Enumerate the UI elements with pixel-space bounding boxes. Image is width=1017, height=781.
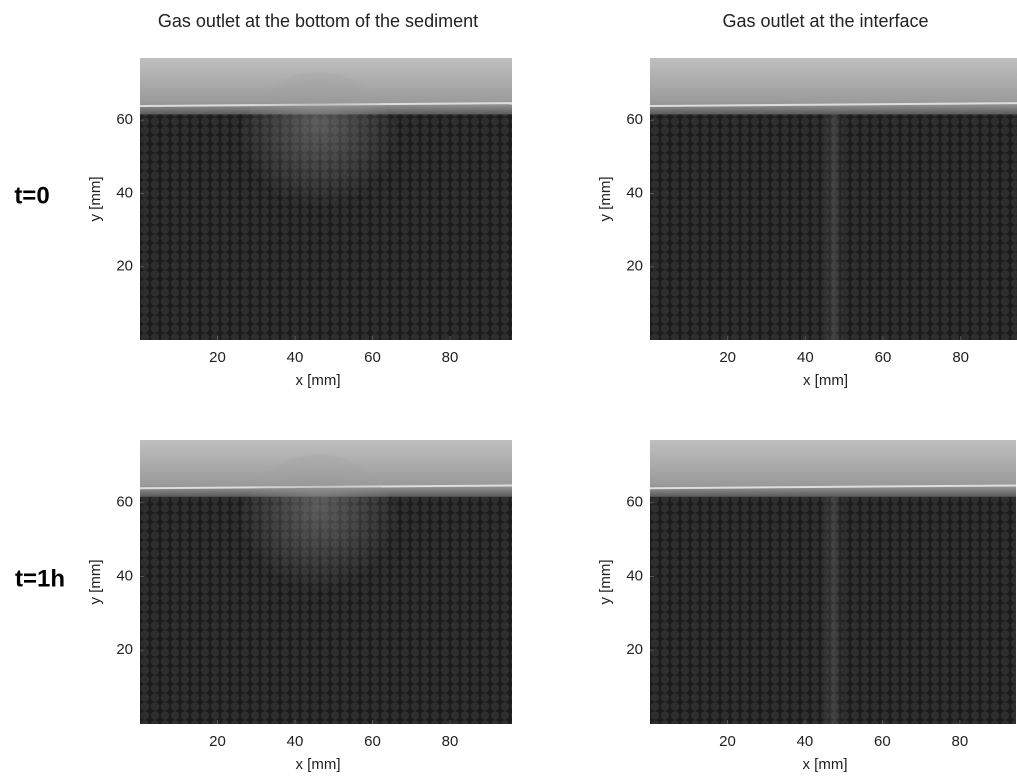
x-axis-label: x [mm] [803,756,848,773]
x-tick-label: 20 [719,349,736,366]
panel-title: Gas outlet at the interface [722,11,928,31]
y-tick-label: 40 [116,184,133,201]
y-tick-label: 20 [116,258,133,275]
y-tick-label: 20 [626,641,643,658]
gas-plume [236,72,401,242]
gas-channel [822,114,845,341]
photo [139,58,513,340]
y-tick-label: 20 [626,258,643,275]
x-tick-label: 60 [874,733,891,750]
photo [139,440,513,724]
x-tick-label: 40 [797,349,814,366]
y-tick-label: 40 [626,184,643,201]
x-axis-label: x [mm] [803,372,848,389]
x-axis-label: x [mm] [296,756,341,773]
x-axis-label: x [mm] [296,372,341,389]
row-label: t=1h [15,565,65,592]
gas-plume [236,454,401,625]
x-tick-label: 60 [364,349,381,366]
y-tick-label: 60 [626,494,643,511]
x-tick-label: 60 [875,349,892,366]
panel-title: Gas outlet at the bottom of the sediment [158,11,478,31]
y-tick-label: 60 [626,111,643,128]
y-axis-label: y [mm] [597,560,614,605]
x-tick-label: 80 [951,733,968,750]
x-tick-label: 20 [719,733,736,750]
x-tick-label: 40 [287,733,304,750]
photo [649,440,1017,724]
x-tick-label: 40 [797,733,814,750]
y-axis-label: y [mm] [87,177,104,222]
photo [649,58,1017,341]
y-tick-label: 40 [626,567,643,584]
y-axis-label: y [mm] [87,560,104,605]
gas-channel [822,496,844,724]
y-tick-label: 60 [116,494,133,511]
x-tick-label: 60 [364,733,381,750]
x-tick-label: 80 [952,349,969,366]
y-axis-label: y [mm] [597,177,614,222]
y-tick-label: 20 [116,641,133,658]
x-tick-label: 80 [442,733,459,750]
x-tick-label: 40 [287,349,304,366]
y-tick-label: 60 [116,111,133,128]
x-tick-label: 20 [209,733,226,750]
water-line [649,102,1017,107]
x-tick-label: 80 [442,349,459,366]
y-tick-label: 40 [116,567,133,584]
row-label: t=0 [14,182,49,209]
water-line [649,484,1017,490]
x-tick-label: 20 [209,349,226,366]
